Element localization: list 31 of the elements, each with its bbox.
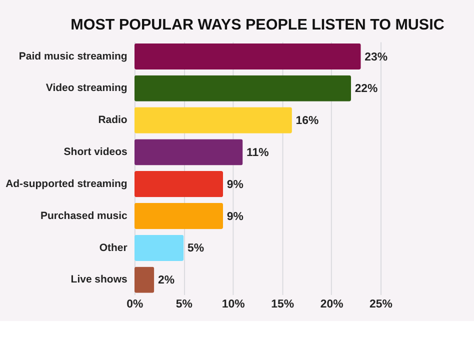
data-label: 16%	[296, 115, 319, 128]
y-tick-label: Ad-supported streaming	[6, 178, 128, 190]
x-tick-label: 20%	[320, 298, 344, 310]
data-label: 2%	[158, 274, 175, 287]
data-label: 11%	[246, 146, 269, 159]
chart-title: MOST POPULAR WAYS PEOPLE LISTEN TO MUSIC	[70, 16, 444, 34]
x-tick-label: 5%	[176, 298, 192, 310]
bar	[134, 43, 361, 70]
y-tick-label: Purchased music	[40, 210, 128, 222]
data-label: 9%	[226, 210, 244, 223]
bar	[134, 202, 224, 230]
data-label: 5%	[188, 242, 204, 255]
x-tick-label: 0%	[126, 298, 144, 310]
bar	[134, 75, 352, 102]
x-tick-label: 10%	[222, 298, 245, 310]
y-tick-label: Live shows	[70, 274, 128, 286]
y-tick-label: Radio	[98, 115, 128, 126]
bar	[134, 139, 243, 166]
y-tick-label: Paid music streaming	[18, 51, 128, 62]
y-tick-label: Short videos	[64, 147, 128, 158]
y-tick-label: Other	[99, 242, 128, 254]
data-label: 9%	[226, 178, 244, 191]
y-tick-label: Video streaming	[46, 83, 128, 94]
bar	[134, 171, 224, 198]
data-label: 23%	[364, 51, 388, 64]
bar	[134, 266, 154, 293]
x-tick-label: 15%	[271, 298, 294, 310]
bar	[134, 107, 292, 134]
data-label: 22%	[354, 83, 378, 96]
bar	[134, 234, 184, 261]
x-tick-label: 25%	[370, 298, 392, 310]
